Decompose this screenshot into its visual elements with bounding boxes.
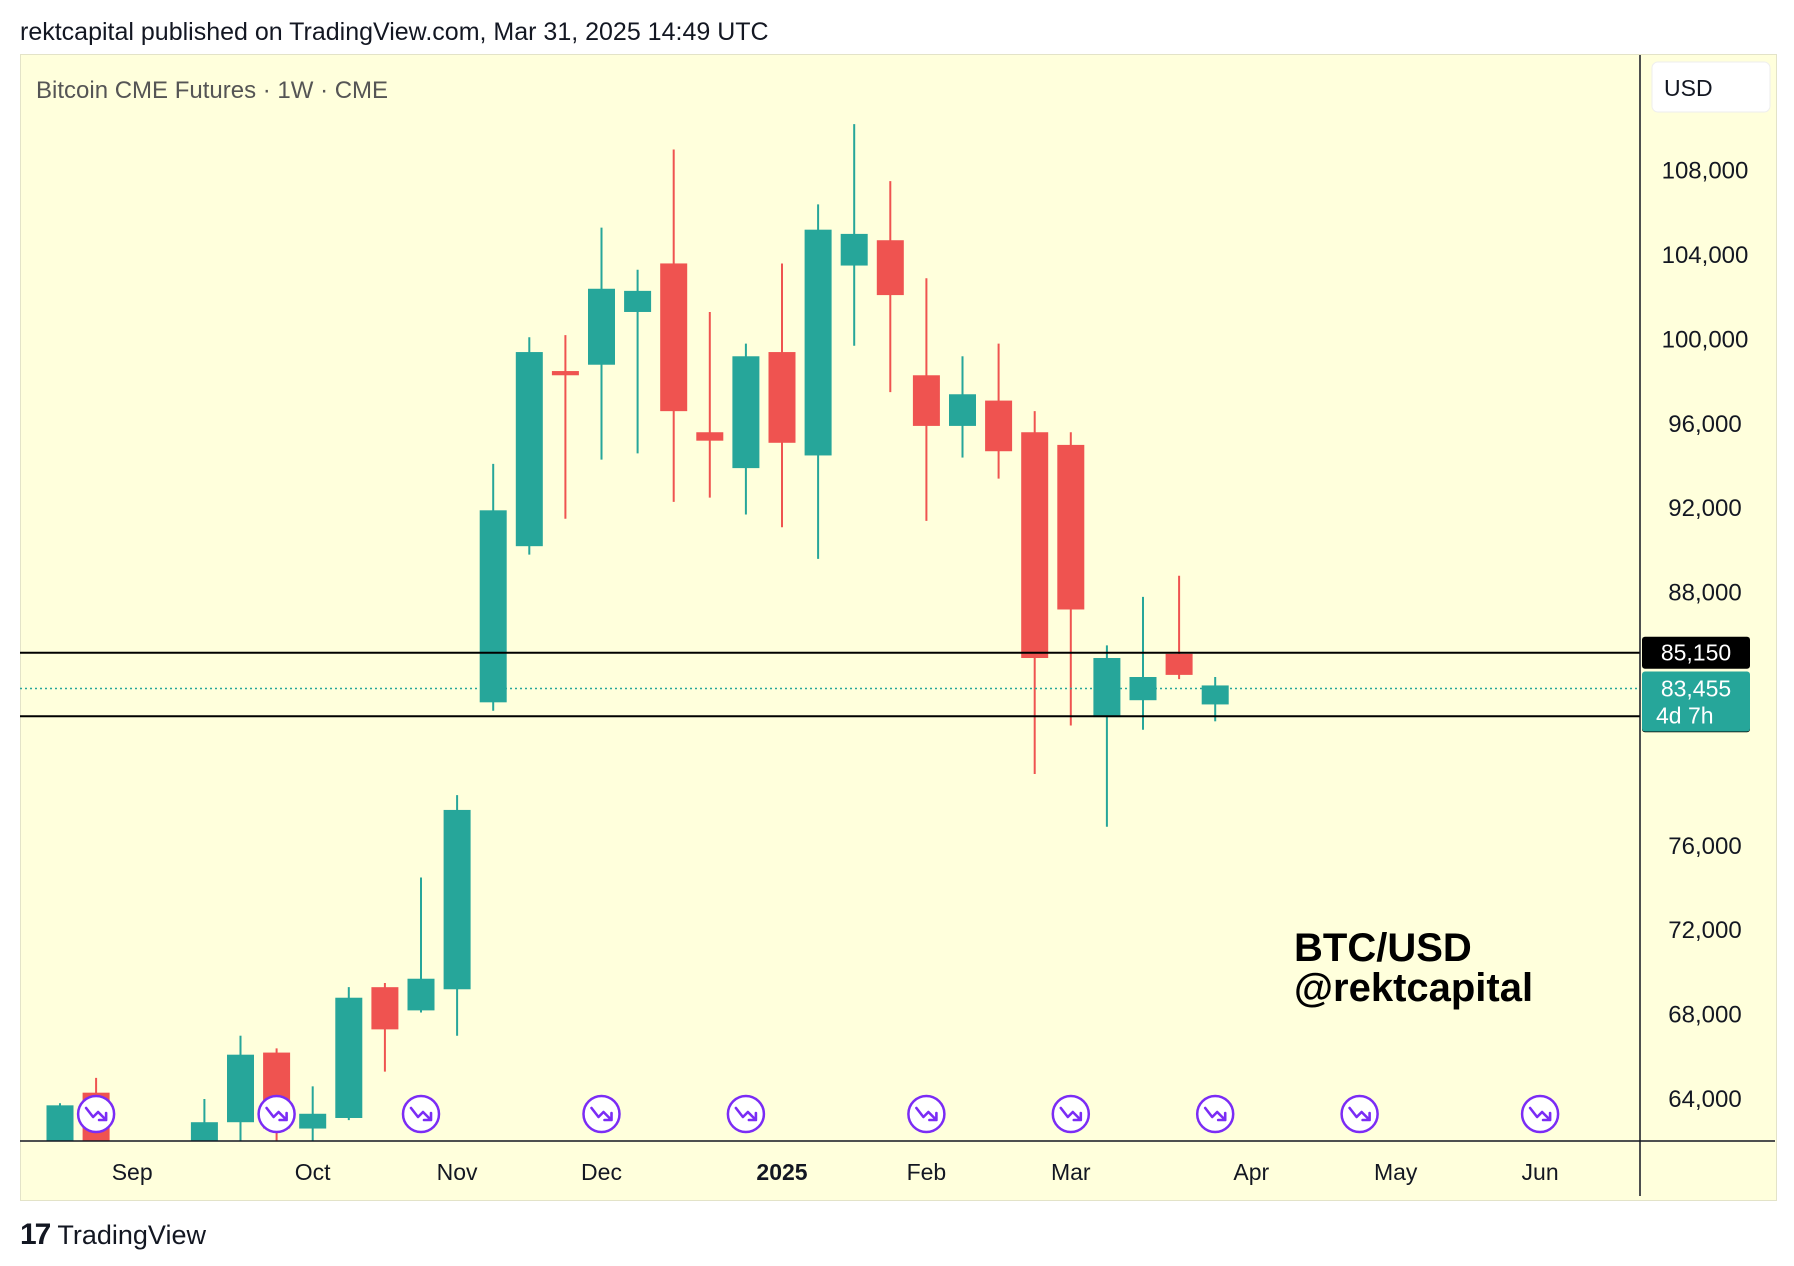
y-tick-label: 96,000 xyxy=(1668,411,1741,438)
y-tick-label: 92,000 xyxy=(1668,495,1741,522)
event-marker-icon[interactable] xyxy=(1195,1094,1235,1134)
event-marker-arrow xyxy=(1203,1106,1227,1122)
x-tick-label: 2025 xyxy=(756,1159,807,1185)
candle-down[interactable] xyxy=(660,263,688,412)
event-marker-icon[interactable] xyxy=(582,1094,621,1134)
level-label-box xyxy=(1642,636,1750,669)
candle-down[interactable] xyxy=(551,371,579,376)
level-label: 85,150 xyxy=(1661,640,1731,666)
candle-up[interactable] xyxy=(443,809,471,990)
candle-down[interactable] xyxy=(696,432,724,441)
y-tick-label: 88,000 xyxy=(1668,580,1741,607)
y-tick-label: 64,000 xyxy=(1668,1086,1741,1113)
candle-up[interactable] xyxy=(407,978,435,1011)
x-tick-label: Nov xyxy=(437,1159,478,1185)
event-marker-arrow xyxy=(1348,1106,1371,1122)
event-marker-icon[interactable] xyxy=(76,1094,116,1134)
candle-down[interactable] xyxy=(768,352,796,443)
candle-down[interactable] xyxy=(985,400,1013,452)
event-marker-arrow xyxy=(590,1106,613,1122)
x-tick-label: Sep xyxy=(112,1159,153,1185)
candle-up[interactable] xyxy=(335,997,363,1118)
x-tick-label: May xyxy=(1374,1159,1418,1185)
current-price-label: 83,455 xyxy=(1661,675,1731,701)
candle-up[interactable] xyxy=(190,1122,218,1162)
candle-up[interactable] xyxy=(588,288,615,365)
candle-up[interactable] xyxy=(46,1105,74,1183)
y-tick-label: 72,000 xyxy=(1668,917,1741,944)
x-tick-label: Mar xyxy=(1051,1159,1091,1185)
currency-button[interactable]: USD xyxy=(1651,61,1771,113)
currency-button-label: USD xyxy=(1664,75,1713,101)
y-tick-label: 104,000 xyxy=(1662,242,1749,269)
event-marker-arrow xyxy=(84,1106,108,1122)
candle-up[interactable] xyxy=(479,510,507,703)
candle-up[interactable] xyxy=(227,1054,254,1123)
event-marker-icon[interactable] xyxy=(1051,1094,1091,1134)
event-marker-arrow xyxy=(734,1106,758,1122)
candle-up[interactable] xyxy=(515,352,543,547)
event-marker-icon[interactable] xyxy=(726,1094,766,1134)
event-marker-icon[interactable] xyxy=(257,1094,296,1134)
event-marker-icon[interactable] xyxy=(1520,1094,1560,1134)
candle-down[interactable] xyxy=(1057,444,1085,610)
event-marker-icon[interactable] xyxy=(907,1094,946,1134)
y-tick-label: 68,000 xyxy=(1668,1002,1741,1029)
tradingview-logo-icon: 17 xyxy=(20,1218,51,1251)
x-tick-label: Feb xyxy=(907,1159,947,1185)
event-marker-arrow xyxy=(1528,1106,1552,1122)
candle-up[interactable] xyxy=(840,233,868,266)
y-tick-label: 76,000 xyxy=(1668,833,1741,860)
y-tick-label: 108,000 xyxy=(1662,158,1749,185)
watermark-author: @rektcapital xyxy=(1294,966,1533,1010)
publish-header: rektcapital published on TradingView.com… xyxy=(20,18,769,46)
candle-down[interactable] xyxy=(912,375,940,426)
candle-up[interactable] xyxy=(804,229,832,456)
candle-down[interactable] xyxy=(1165,653,1193,675)
chart-title: Bitcoin CME Futures · 1W · CME xyxy=(36,77,388,104)
tradingview-brand: TradingView xyxy=(57,1219,206,1250)
candle-up[interactable] xyxy=(624,290,652,312)
watermark-pair: BTC/USD xyxy=(1294,926,1472,970)
event-marker-arrow xyxy=(265,1106,288,1122)
event-marker-arrow xyxy=(915,1106,938,1122)
candle-up[interactable] xyxy=(732,356,760,469)
event-marker-icon[interactable] xyxy=(1340,1094,1379,1134)
y-tick-label: 100,000 xyxy=(1662,326,1749,353)
candle-up[interactable] xyxy=(1093,658,1121,718)
candle-down[interactable] xyxy=(876,240,904,296)
candle-down[interactable] xyxy=(1021,432,1049,659)
candle-up[interactable] xyxy=(1201,685,1229,705)
x-tick-label: Oct xyxy=(295,1159,331,1185)
event-marker-arrow xyxy=(409,1106,433,1122)
current-price-box xyxy=(1642,671,1750,732)
event-marker-icon[interactable] xyxy=(401,1094,441,1134)
candle-up[interactable] xyxy=(299,1113,327,1129)
candle-up[interactable] xyxy=(949,394,976,426)
candle-down[interactable] xyxy=(371,987,399,1030)
x-tick-label: Dec xyxy=(581,1159,622,1185)
x-tick-label: Jun xyxy=(1522,1159,1559,1185)
bar-countdown-label: 4d 7h xyxy=(1656,702,1714,728)
tradingview-footer[interactable]: 17 TradingView xyxy=(20,1218,206,1252)
x-tick-label: Apr xyxy=(1233,1159,1269,1185)
event-marker-arrow xyxy=(1059,1106,1083,1122)
candle-up[interactable] xyxy=(1129,677,1157,701)
